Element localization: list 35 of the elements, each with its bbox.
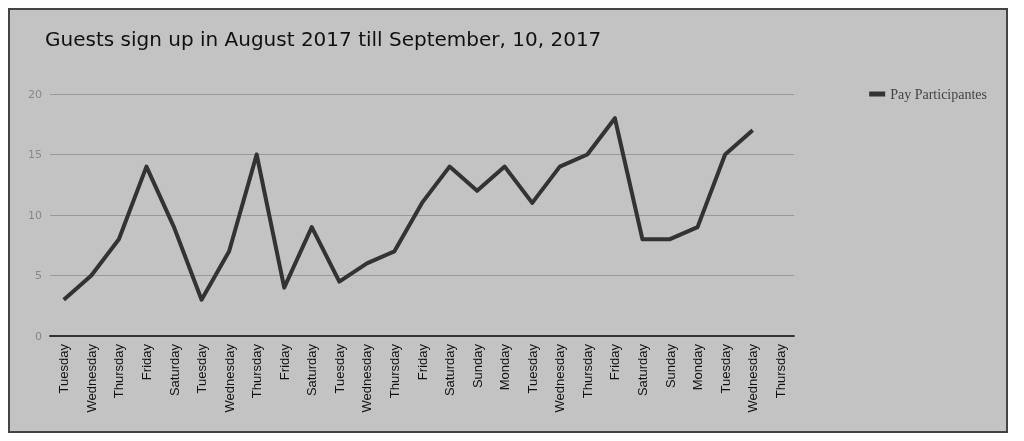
x-tick-label: Sunday	[469, 343, 485, 389]
x-tick-label: Saturday	[442, 343, 458, 397]
x-tick-label: Monday	[690, 343, 706, 391]
x-tick-label: Monday	[497, 343, 513, 391]
x-tick-label: Friday	[414, 343, 430, 381]
y-tick-label: 0	[35, 329, 42, 343]
y-tick-label: 20	[28, 87, 42, 101]
x-tick-label: Wednesday	[221, 343, 237, 413]
legend-label: Pay Participantes	[890, 86, 987, 102]
line-series	[61, 116, 755, 302]
x-tick-label: Thursday	[111, 343, 127, 399]
chart-title: Guests sign up in August 2017 till September, 10, 2017	[45, 27, 602, 51]
x-tick-label: Saturday	[304, 343, 320, 397]
x-tick-label: Thursday	[772, 343, 788, 399]
y-tick-label: 15	[28, 148, 42, 161]
x-tick-label: Saturday	[166, 343, 182, 397]
x-tick-label: Tuesday	[194, 343, 210, 394]
x-tick-label: Thursday	[386, 343, 402, 399]
x-tick-label: Tuesday	[56, 343, 72, 394]
x-tick-label: Tuesday	[524, 343, 540, 394]
x-tick-label: Wednesday	[83, 343, 99, 413]
x-tick-label: Friday	[138, 343, 154, 381]
x-tick-label: Saturday	[634, 343, 650, 397]
y-tick-label: 5	[35, 269, 42, 282]
x-tick-label: Wednesday	[359, 343, 375, 413]
x-tick-label: Thursday	[579, 343, 595, 399]
y-tick-label: 10	[28, 208, 42, 222]
x-tick-label: Tuesday	[717, 343, 733, 394]
x-tick-label: Thursday	[249, 343, 265, 399]
x-tick-label: Wednesday	[552, 343, 568, 413]
x-tick-label: Wednesday	[745, 343, 761, 413]
x-tick-label: Friday	[607, 343, 623, 381]
x-tick-label: Friday	[276, 343, 292, 381]
x-tick-label: Sunday	[662, 343, 678, 389]
x-tick-label: Tuesday	[331, 343, 347, 394]
